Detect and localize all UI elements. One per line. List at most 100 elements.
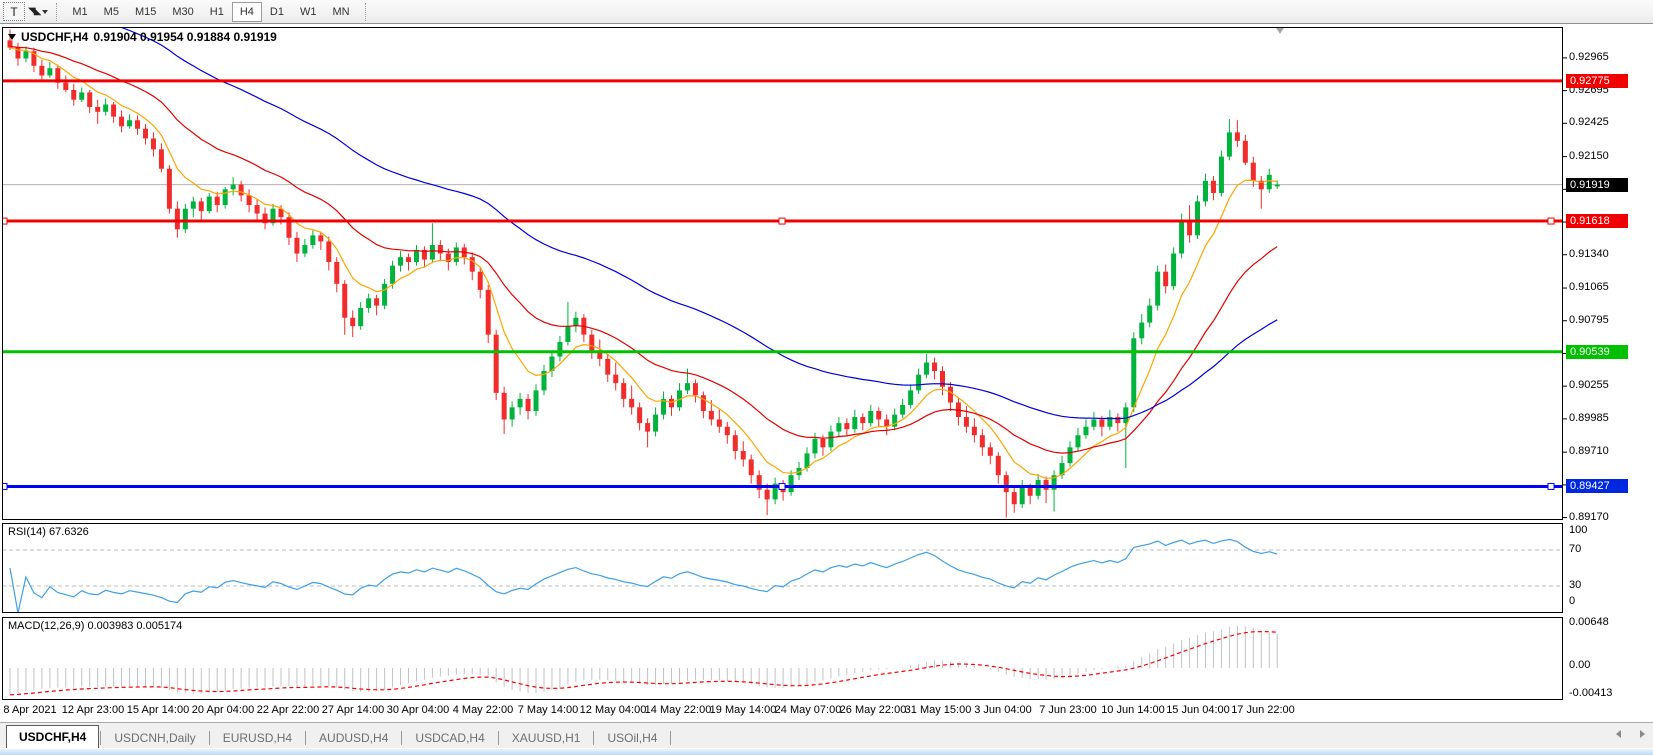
chevron-down-icon (42, 9, 49, 14)
candle-body (1099, 419, 1105, 427)
tab-scroll-right-button[interactable] (1635, 727, 1649, 741)
candle-body (127, 120, 133, 127)
candle-body (421, 249, 427, 260)
candle-body (971, 426, 977, 436)
candle-body (95, 106, 101, 112)
macd-content[interactable] (9, 625, 1278, 696)
hline-handle[interactable] (778, 482, 786, 490)
candle-body (390, 265, 396, 284)
candle-body (525, 398, 531, 411)
hline-handle[interactable] (1547, 217, 1555, 225)
candle-body (573, 317, 579, 327)
candle-body (653, 414, 659, 432)
time-label: 8 Apr 2021 (3, 704, 57, 716)
candle-body (1139, 322, 1145, 339)
time-label: 15 Jun 04:00 (1166, 704, 1230, 716)
tab-audusd-h4[interactable]: AUDUSD,H4 (319, 730, 389, 745)
tab-separator (670, 731, 672, 745)
rsi-panel[interactable] (2, 523, 1563, 613)
candle-body (1187, 220, 1193, 236)
candle-body (182, 208, 188, 230)
tf-button-m15[interactable]: M15 (134, 5, 157, 18)
text-tool-button[interactable]: T (3, 2, 25, 21)
candle-body (262, 213, 268, 224)
candle-body (238, 184, 244, 196)
candle-body (621, 383, 627, 399)
tab-usdcad-h4[interactable]: USDCAD,H4 (415, 730, 485, 745)
candle-body (310, 235, 316, 246)
candle-body (286, 217, 292, 238)
candle-body (39, 65, 45, 76)
candle-body (326, 241, 332, 262)
tf-button-mn[interactable]: MN (332, 5, 350, 18)
price-tick-label: 0.92150 (1569, 149, 1609, 162)
candle-body (676, 390, 682, 408)
candle-body (119, 116, 125, 127)
rsi-content[interactable] (2, 538, 1563, 613)
time-label: 27 Apr 14:00 (321, 704, 385, 716)
chart-title: USDCHF,H4 0.91904 0.91954 0.91884 0.9191… (8, 30, 277, 44)
time-label: 14 May 22:00 (644, 704, 712, 716)
candle-body (334, 261, 340, 284)
candle-body (350, 317, 356, 327)
hline-handle[interactable] (778, 217, 786, 225)
price-badge: 0.91618 (1566, 214, 1628, 229)
tf-button-h4[interactable]: H4 (231, 1, 262, 22)
left-arrow-icon (1615, 730, 1621, 738)
candle-body (1147, 305, 1153, 323)
candle-body (15, 47, 21, 59)
candle-body (111, 104, 117, 117)
price-badge: 0.92775 (1566, 73, 1628, 88)
candle-body (63, 82, 69, 90)
time-label: 20 Apr 04:00 (191, 704, 255, 716)
tab-xauusd-h1[interactable]: XAUUSD,H1 (511, 730, 581, 745)
tf-button-m30[interactable]: M30 (172, 5, 194, 18)
tf-button-h1[interactable]: H1 (209, 5, 224, 18)
candle-body (629, 398, 635, 408)
tab-usdcnh-daily[interactable]: USDCNH,Daily (114, 730, 196, 745)
candle-body (860, 417, 866, 424)
tf-button-m1[interactable]: M1 (72, 5, 88, 18)
candle-body (214, 196, 220, 206)
macd-signal-line (9, 630, 1278, 696)
symbol-dropdown-icon[interactable] (8, 34, 16, 40)
macd-indicator-label: MACD(12,26,9) 0.003983 0.005174 (8, 620, 183, 632)
candle-body (79, 92, 85, 100)
candle-body (1043, 480, 1049, 490)
candle-body (748, 459, 754, 476)
candle-body (142, 128, 148, 139)
price-badge: 0.91919 (1566, 177, 1628, 192)
arrow-tool-button[interactable]: ◥◣ (27, 2, 49, 21)
macd-panel[interactable] (2, 617, 1563, 700)
candle-body (23, 51, 29, 59)
status-bar (0, 748, 1653, 755)
hline-handle[interactable] (1547, 482, 1555, 490)
tab-usoil-h4[interactable]: USOil,H4 (607, 730, 658, 745)
hline-handle[interactable] (1, 217, 8, 225)
time-label: 7 May 14:00 (517, 704, 579, 716)
price-tick-label: 0.89985 (1569, 411, 1609, 424)
hline-handle[interactable] (1, 482, 8, 490)
candle-body (150, 138, 156, 150)
chart-canvas[interactable] (0, 24, 1653, 722)
price-chart-content[interactable] (1, 24, 1563, 518)
candle-body (1234, 132, 1240, 141)
candle-body (382, 283, 388, 306)
candle-body (1266, 174, 1272, 190)
candle-body (358, 308, 364, 327)
tf-button-w1[interactable]: W1 (299, 5, 317, 18)
price-badge: 0.90539 (1566, 344, 1628, 359)
candle-body (613, 374, 619, 384)
candle-body (764, 489, 770, 500)
tab-scroll-left-button[interactable] (1611, 727, 1625, 741)
price-tick-label: 0.90255 (1569, 379, 1609, 392)
candle-body (1131, 338, 1137, 408)
tab-usdchf-h4[interactable]: USDCHF,H4 (6, 725, 100, 748)
candle-body (429, 245, 435, 260)
candle-body (597, 350, 603, 359)
candle-body (71, 89, 77, 100)
tf-button-d1[interactable]: D1 (269, 5, 284, 18)
tab-eurusd-h4[interactable]: EURUSD,H4 (222, 730, 293, 745)
tf-button-m5[interactable]: M5 (103, 5, 119, 18)
price-chart-panel[interactable] (2, 27, 1563, 520)
